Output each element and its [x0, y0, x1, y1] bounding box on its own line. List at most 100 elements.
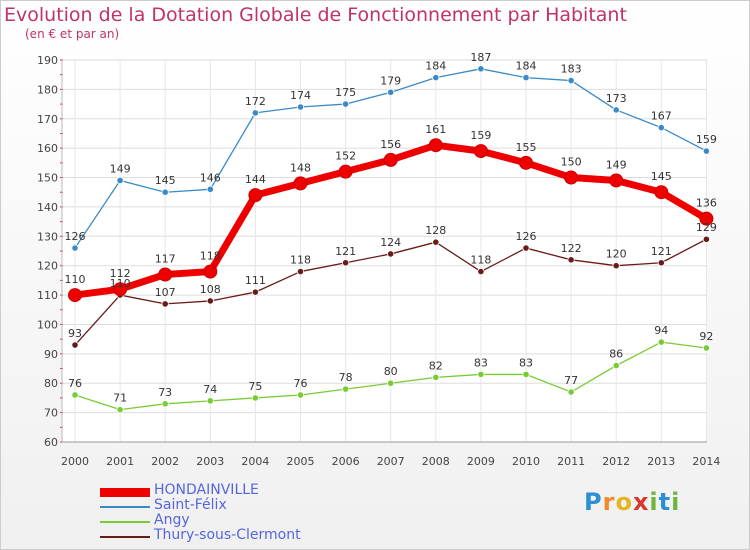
- x-tick-label: 2006: [332, 455, 360, 468]
- data-point: [116, 406, 124, 414]
- data-label: 71: [113, 392, 127, 405]
- data-point: [657, 338, 665, 346]
- data-label: 92: [699, 330, 713, 343]
- data-point: [522, 244, 530, 252]
- data-point: [519, 155, 533, 170]
- data-point: [71, 244, 79, 252]
- chart-subtitle: (en € et par an): [25, 27, 120, 41]
- y-tick-label: 90: [44, 348, 58, 361]
- data-point: [251, 109, 259, 117]
- data-point: [248, 188, 263, 203]
- y-tick-label: 80: [44, 377, 58, 390]
- data-label: 110: [65, 273, 86, 286]
- data-label: 83: [519, 356, 533, 369]
- y-tick-label: 110: [37, 289, 58, 302]
- x-tick-label: 2003: [196, 455, 224, 468]
- x-tick-label: 2009: [467, 455, 495, 468]
- y-tick-label: 180: [37, 83, 58, 96]
- x-tick-label: 2010: [512, 455, 540, 468]
- data-label: 74: [203, 383, 217, 396]
- data-point: [657, 123, 665, 132]
- x-tick-label: 2012: [602, 455, 630, 468]
- data-point: [71, 341, 79, 349]
- data-label: 126: [65, 230, 86, 243]
- data-point: [251, 394, 259, 402]
- data-label: 126: [516, 230, 537, 243]
- y-tick-label: 130: [37, 230, 58, 243]
- data-point: [113, 282, 128, 297]
- data-label: 174: [290, 89, 311, 102]
- data-label: 159: [470, 129, 491, 142]
- plot-area: [62, 60, 707, 442]
- data-label: 175: [335, 86, 356, 99]
- data-label: 124: [380, 236, 401, 249]
- data-label: 179: [380, 74, 401, 87]
- data-label: 148: [290, 161, 311, 174]
- legend-swatch: [100, 521, 150, 523]
- data-point: [432, 238, 440, 246]
- data-point: [161, 188, 169, 196]
- data-point: [477, 65, 485, 73]
- data-label: 86: [609, 348, 623, 361]
- data-label: 173: [606, 92, 627, 105]
- data-label: 129: [696, 221, 717, 234]
- proxiti-logo: Proxiti: [584, 488, 680, 516]
- data-point: [116, 176, 124, 185]
- x-tick-label: 2001: [106, 455, 134, 468]
- data-point: [477, 370, 485, 379]
- data-point: [564, 170, 579, 185]
- x-tick-label: 2011: [557, 455, 585, 468]
- data-label: 78: [339, 371, 353, 384]
- data-label: 150: [561, 156, 582, 169]
- data-label: 82: [429, 359, 443, 372]
- data-point: [203, 264, 218, 279]
- y-tick-label: 60: [44, 436, 58, 449]
- y-tick-label: 120: [37, 260, 58, 273]
- data-point: [612, 106, 620, 114]
- data-point: [387, 250, 395, 258]
- data-label: 73: [158, 386, 172, 399]
- data-label: 149: [110, 162, 131, 175]
- data-point: [609, 173, 624, 188]
- data-point: [432, 373, 440, 381]
- y-tick-label: 170: [37, 113, 58, 126]
- data-point: [338, 164, 353, 179]
- y-tick-label: 140: [37, 201, 58, 214]
- data-point: [296, 267, 305, 276]
- data-point: [387, 88, 395, 96]
- y-tick-label: 100: [37, 318, 58, 331]
- data-point: [341, 259, 350, 267]
- data-point: [432, 74, 440, 82]
- data-label: 156: [380, 138, 401, 151]
- data-label: 118: [200, 250, 221, 263]
- data-point: [71, 391, 79, 399]
- data-point: [473, 144, 488, 159]
- data-point: [296, 103, 305, 111]
- data-point: [702, 147, 711, 155]
- x-tick-label: 2013: [647, 455, 675, 468]
- data-point: [341, 385, 350, 393]
- logo-letter: r: [602, 488, 616, 516]
- data-point: [383, 152, 398, 167]
- logo-letter: t: [658, 488, 672, 516]
- data-point: [161, 300, 169, 308]
- chart-title: Evolution de la Dotation Globale de Fonc…: [4, 4, 627, 26]
- data-point: [206, 185, 214, 193]
- legend-swatch: [100, 536, 150, 538]
- data-label: 183: [561, 63, 582, 76]
- data-point: [428, 138, 443, 153]
- data-point: [657, 259, 665, 267]
- y-tick-label: 190: [37, 54, 58, 67]
- data-point: [206, 397, 214, 405]
- logo-letter: P: [584, 488, 603, 516]
- data-point: [654, 185, 669, 200]
- x-tick-label: 2005: [287, 455, 315, 468]
- data-label: 136: [696, 197, 717, 210]
- y-tick-label: 70: [44, 407, 58, 420]
- data-label: 144: [245, 173, 266, 186]
- data-label: 76: [294, 377, 308, 390]
- data-point: [387, 379, 395, 387]
- data-label: 83: [474, 356, 488, 369]
- data-point: [206, 297, 214, 305]
- line-chart: 60 70 80 90 100 110 120 130 140 150 160 170 180 190 20…: [37, 51, 720, 468]
